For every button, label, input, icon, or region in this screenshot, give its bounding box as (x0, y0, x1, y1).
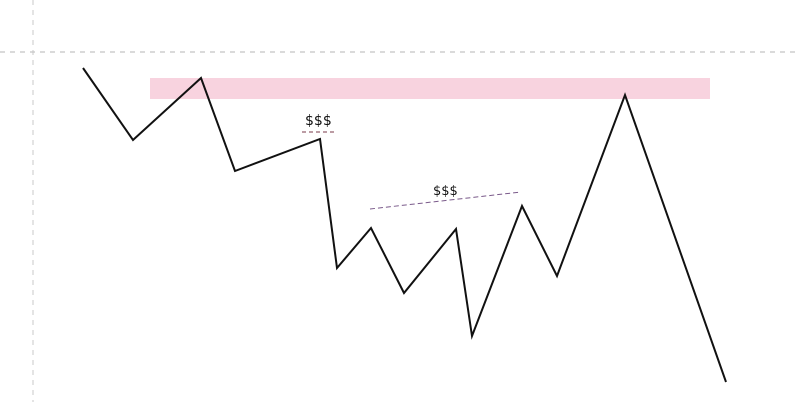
liquidity-label-lower: $$$ (433, 184, 458, 199)
supply-zone (150, 78, 710, 99)
liquidity-level-lower (369, 191, 522, 210)
price-line (82, 67, 727, 383)
liquidity-label-upper: $$$ (305, 113, 332, 129)
